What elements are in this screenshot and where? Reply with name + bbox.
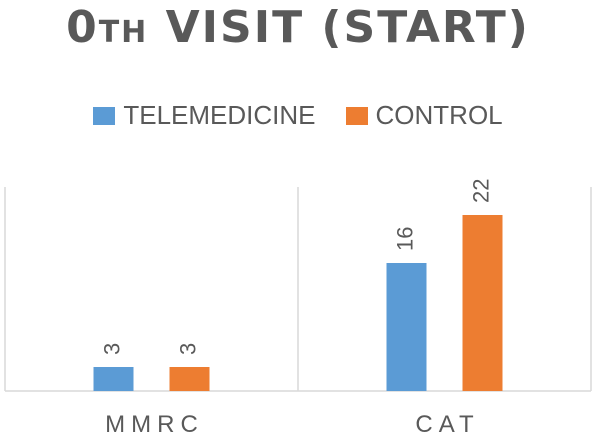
title-superscript: TH <box>98 15 149 50</box>
bar-cat-control <box>462 215 503 391</box>
title-main: 0 <box>66 2 99 53</box>
bar-mmrc-control <box>169 367 210 391</box>
data-label-mmrc-telemedicine: 3 <box>99 343 124 355</box>
data-label-mmrc-control: 3 <box>175 343 200 355</box>
legend-swatch-telemedicine <box>93 106 116 125</box>
title-rest: VISIT (START) <box>148 2 530 53</box>
legend-item-control: CONTROL <box>345 100 503 131</box>
data-label-cat-telemedicine: 16 <box>392 227 417 251</box>
legend-swatch-control <box>345 106 368 125</box>
chart-title: 0TH VISIT (START) <box>0 2 596 53</box>
legend-item-telemedicine: TELEMEDICINE <box>93 100 316 131</box>
bar-mmrc-telemedicine <box>93 367 134 391</box>
bar-cat-telemedicine <box>386 263 427 391</box>
data-label-cat-control: 22 <box>468 179 493 203</box>
legend-label-control: CONTROL <box>375 100 503 130</box>
legend: TELEMEDICINE CONTROL <box>0 100 596 131</box>
legend-label-telemedicine: TELEMEDICINE <box>123 100 316 130</box>
category-label-cat: CAT <box>415 411 479 438</box>
category-label-mmrc: MMRC <box>105 411 204 438</box>
